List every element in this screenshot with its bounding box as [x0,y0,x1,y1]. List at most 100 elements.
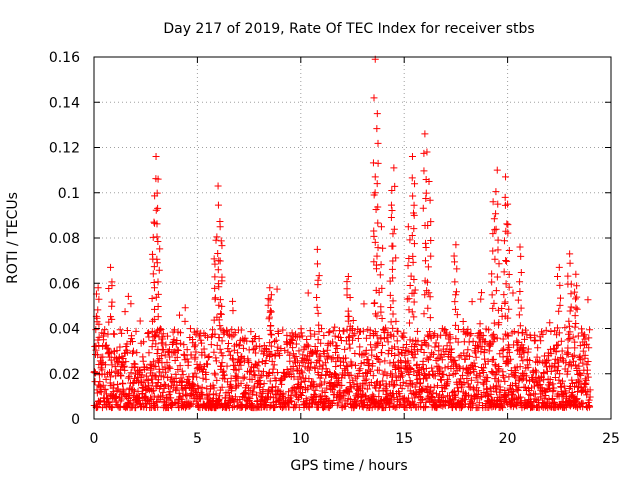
data-point [218,242,226,250]
data-point [504,314,512,322]
data-point [420,349,428,357]
y-axis-label: ROTI / TECUs [5,192,21,284]
data-point [271,338,279,346]
data-point [149,337,157,345]
data-point [386,359,394,367]
data-point [248,375,256,383]
data-point [213,233,221,241]
data-point [491,255,499,263]
data-point [431,343,439,351]
data-point [379,244,387,252]
data-point [489,198,497,206]
data-point [486,342,494,350]
data-point [218,383,226,391]
data-point [229,297,237,305]
data-point [371,238,379,246]
data-point [502,173,510,181]
data-point [145,349,153,357]
data-point [434,382,442,390]
data-point [424,222,432,230]
data-point [127,369,135,377]
data-point [461,355,469,363]
data-point [190,343,198,351]
data-point [410,276,418,284]
data-point [315,321,323,329]
data-point [153,220,161,228]
data-point [362,375,370,383]
data-point [219,352,227,360]
data-point [343,278,351,286]
data-point [409,192,417,200]
data-point [92,326,100,334]
data-point [321,400,329,408]
data-point [148,294,156,302]
data-point [108,302,116,310]
data-point [502,256,510,264]
data-point [437,376,445,384]
data-point [153,233,161,241]
data-point [246,395,254,403]
data-point [157,326,165,334]
data-point [516,243,524,251]
data-point [151,372,159,380]
data-point [466,383,474,391]
data-point [128,332,136,340]
data-point [419,395,427,403]
data-point [116,326,124,334]
data-point [180,341,188,349]
data-point [483,385,491,393]
data-point [501,299,509,307]
data-point [495,260,503,268]
data-point [95,295,103,303]
data-point [404,359,412,367]
data-point [224,345,232,353]
data-point [216,345,224,353]
data-point [517,398,525,406]
data-point [503,220,511,228]
data-point [420,310,428,318]
data-point [417,396,425,404]
data-point [582,377,590,385]
data-point [134,395,142,403]
data-point [457,375,465,383]
data-point [151,305,159,313]
data-point [422,398,430,406]
data-point [555,263,563,271]
data-point [398,384,406,392]
data-point [228,326,236,334]
data-point [479,379,487,387]
data-point [207,341,215,349]
data-point [564,272,572,280]
data-point [409,252,417,260]
data-point [369,359,377,367]
data-point [479,332,487,340]
data-point [498,347,506,355]
data-point [304,342,312,350]
data-point [236,358,244,366]
data-point [266,284,274,292]
data-point [585,344,593,352]
data-point [509,289,517,297]
data-point [283,366,291,374]
data-point [267,393,275,401]
data-point [420,167,428,175]
data-point [576,352,584,360]
grid-lines [94,57,611,419]
data-point [451,298,459,306]
data-point [455,363,463,371]
data-point [546,319,554,327]
data-point [241,373,249,381]
data-point [426,196,434,204]
data-point [295,347,303,355]
data-point [387,201,395,209]
data-point [331,323,339,331]
data-point [129,379,137,387]
data-point [566,307,574,315]
data-point [520,349,528,357]
data-point [191,353,199,361]
data-point [181,304,189,312]
data-point [501,377,509,385]
data-point [494,200,502,208]
data-point [505,283,513,291]
data-point [215,283,223,291]
